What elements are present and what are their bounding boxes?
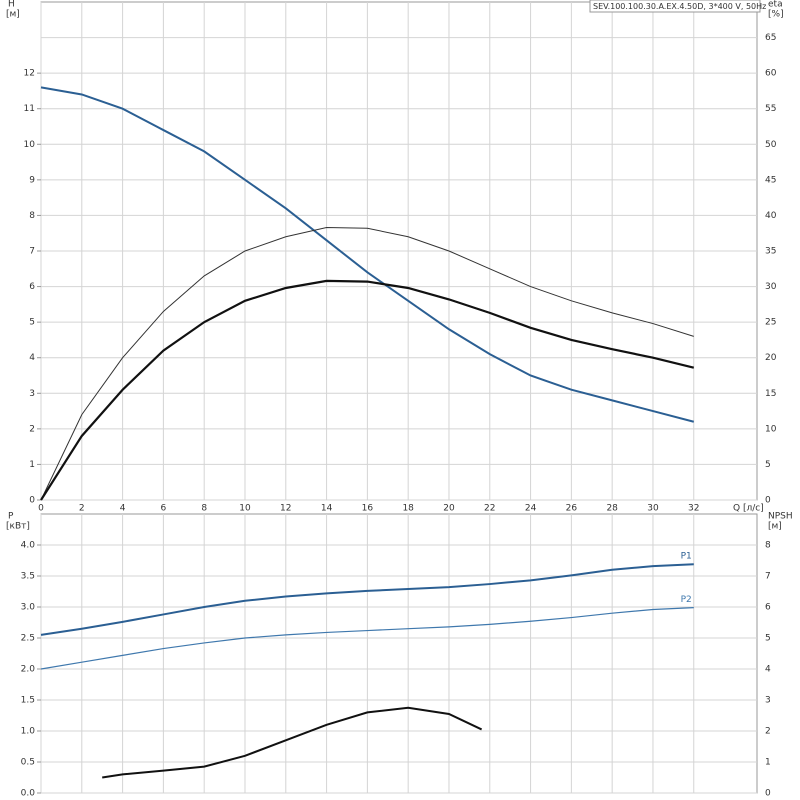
curve	[102, 706, 483, 779]
y-axis-label: P	[8, 512, 14, 522]
x-tick-label: 30	[647, 504, 659, 514]
x-tick-label: 20	[443, 504, 455, 514]
y2-axis-label: eta	[768, 0, 783, 10]
y2-axis-label: NPSH	[768, 512, 793, 522]
x-tick-label: 22	[484, 504, 495, 514]
x-tick-label: 12	[280, 504, 291, 514]
curve	[40, 279, 695, 501]
x-axis-label: Q [л/с]	[733, 504, 764, 514]
y-tick-label: 0.0	[21, 789, 36, 799]
y2-tick-label: 35	[765, 247, 776, 257]
y2-tick-label: 55	[765, 104, 776, 114]
y2-tick-label: 15	[765, 389, 776, 399]
y2-tick-label: 6	[765, 603, 771, 613]
y2-tick-label: 7	[765, 572, 771, 582]
curve	[40, 607, 694, 670]
y-tick-label: 2	[29, 424, 35, 434]
y-tick-label: 3	[29, 389, 35, 399]
x-tick-label: 4	[120, 504, 126, 514]
x-tick-label: 2	[79, 504, 85, 514]
legend-label: P2	[681, 595, 692, 605]
curve	[40, 227, 694, 501]
y2-tick-label: 50	[765, 140, 777, 150]
y2-tick-label: 1	[765, 758, 771, 768]
y-tick-label: 2.0	[21, 665, 36, 675]
x-tick-label: 16	[362, 504, 374, 514]
x-tick-label: 0	[38, 504, 44, 514]
title-box	[589, 0, 761, 13]
y2-tick-label: 4	[765, 665, 771, 675]
y-tick-label: 2.5	[21, 634, 35, 644]
x-tick-label: 32	[688, 504, 699, 514]
y2-tick-label: 45	[765, 175, 776, 185]
y-axis-unit: [м]	[6, 10, 20, 20]
y2-tick-label: 30	[765, 282, 777, 292]
curve	[40, 86, 695, 423]
y-tick-label: 8	[29, 211, 35, 221]
curve	[40, 563, 694, 636]
y2-tick-label: 5	[765, 634, 771, 644]
y2-tick-label: 3	[765, 696, 771, 706]
y-tick-label: 11	[24, 104, 35, 114]
y2-axis-unit: [м]	[768, 522, 782, 532]
x-tick-label: 28	[606, 504, 618, 514]
y-axis-label: H	[8, 0, 15, 10]
y-tick-label: 7	[29, 247, 35, 257]
legend-label: P1	[681, 552, 692, 562]
x-tick-label: 24	[525, 504, 537, 514]
y-tick-label: 6	[29, 282, 35, 292]
x-tick-label: 26	[566, 504, 578, 514]
y-tick-label: 1.0	[21, 727, 36, 737]
y-tick-label: 0.5	[21, 758, 35, 768]
y-tick-label: 4	[29, 353, 35, 363]
x-tick-label: 10	[239, 504, 251, 514]
y2-tick-label: 5	[765, 460, 771, 470]
y2-tick-label: 20	[765, 353, 777, 363]
y2-axis-unit: [%]	[768, 10, 784, 20]
y-tick-label: 9	[29, 175, 35, 185]
y-tick-label: 1	[29, 460, 35, 470]
y2-tick-label: 40	[765, 211, 777, 221]
y-tick-label: 3.0	[21, 603, 36, 613]
y2-tick-label: 25	[765, 318, 776, 328]
y-tick-label: 4.0	[21, 541, 36, 551]
y-tick-label: 10	[24, 140, 36, 150]
y2-tick-label: 8	[765, 541, 771, 551]
y2-tick-label: 65	[765, 33, 776, 43]
y-tick-label: 12	[24, 69, 35, 79]
x-tick-label: 6	[161, 504, 167, 514]
x-tick-label: 8	[201, 504, 207, 514]
y-tick-label: 5	[29, 318, 35, 328]
y2-tick-label: 60	[765, 69, 777, 79]
y2-tick-label: 10	[765, 424, 777, 434]
y-tick-label: 0	[29, 496, 35, 506]
y-axis-unit: [кВт]	[6, 522, 30, 532]
x-tick-label: 14	[321, 504, 333, 514]
chart-title: SEV.100.100.30.A.EX.4.50D, 3*400 V, 50Hz	[593, 2, 766, 11]
x-tick-label: 18	[402, 504, 414, 514]
y2-tick-label: 2	[765, 727, 771, 737]
y-tick-label: 3.5	[21, 572, 35, 582]
y2-tick-label: 0	[765, 496, 771, 506]
y2-tick-label: 0	[765, 789, 771, 799]
y-tick-label: 1.5	[21, 696, 35, 706]
